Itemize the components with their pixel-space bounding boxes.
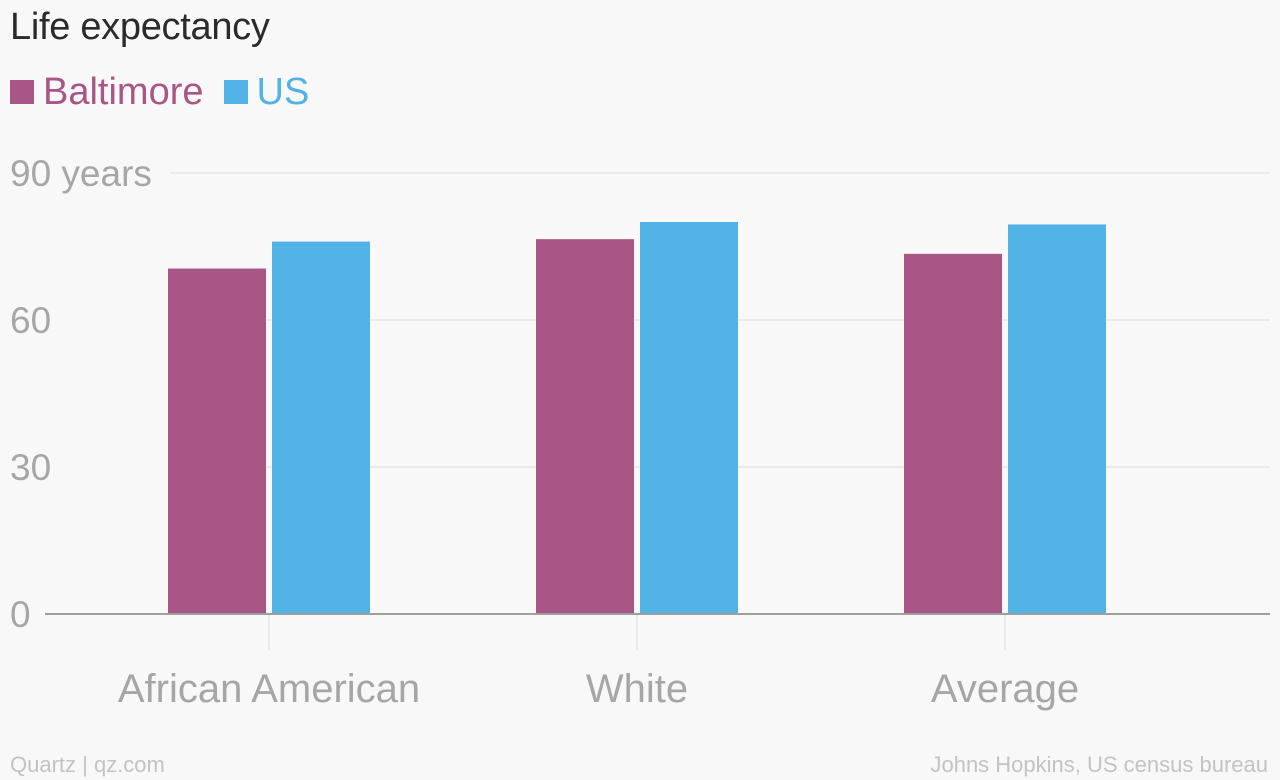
x-tick-label: White — [586, 667, 688, 711]
y-tick-label: 0 — [10, 594, 31, 635]
legend-swatch-baltimore — [10, 80, 34, 104]
x-tick-label: Average — [931, 667, 1079, 711]
legend-swatch-us — [223, 80, 248, 104]
bar — [1008, 224, 1106, 614]
x-tick-label: African American — [118, 667, 420, 711]
legend: Baltimore US — [10, 68, 309, 116]
bar — [904, 253, 1002, 614]
chart-title: Life expectancy — [10, 6, 270, 48]
y-tick-label: 30 — [10, 447, 51, 488]
footer-source-right: Johns Hopkins, US census bureau — [930, 752, 1268, 777]
bar — [536, 239, 634, 614]
bar — [272, 241, 370, 614]
y-tick-label: 90 years — [10, 153, 152, 194]
legend-item-us: US — [223, 68, 310, 116]
legend-label-us: US — [256, 71, 310, 113]
bar — [640, 222, 738, 614]
legend-item-baltimore: Baltimore — [10, 68, 204, 116]
bar — [168, 268, 266, 614]
footer-source-left: Quartz | qz.com — [10, 752, 165, 777]
y-tick-label: 60 — [10, 300, 51, 341]
legend-label-baltimore: Baltimore — [43, 71, 204, 113]
